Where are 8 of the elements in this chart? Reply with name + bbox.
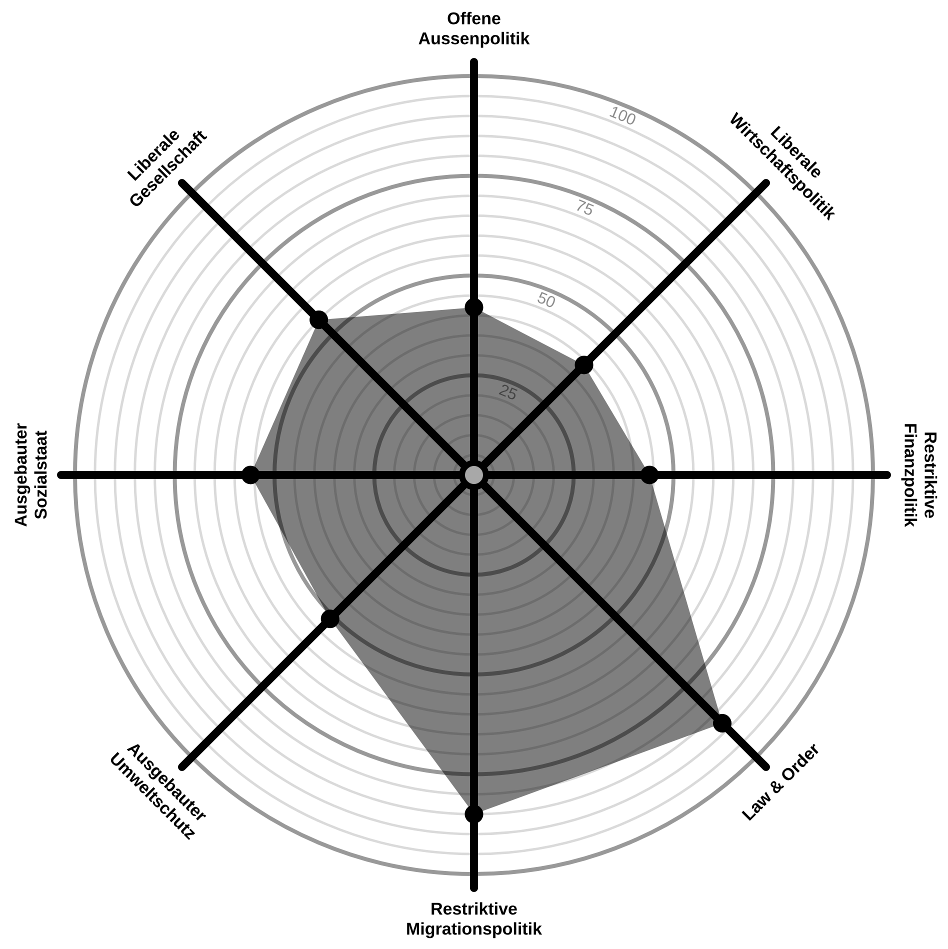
- y-tick-label: 100: [610, 106, 636, 124]
- y-tick-label: 75: [577, 199, 594, 215]
- spoke-label: Offene Aussenpolitik: [418, 12, 530, 48]
- y-tick-label: 25: [498, 384, 518, 400]
- spoke-label: Ausgebauter Sozialstaat: [14, 423, 47, 527]
- y-tick-label: 50: [538, 292, 556, 308]
- spoke-label: Restriktive Migrationspolitik: [407, 902, 542, 938]
- spoke-label: Restriktive Finanzpolitik: [901, 424, 938, 527]
